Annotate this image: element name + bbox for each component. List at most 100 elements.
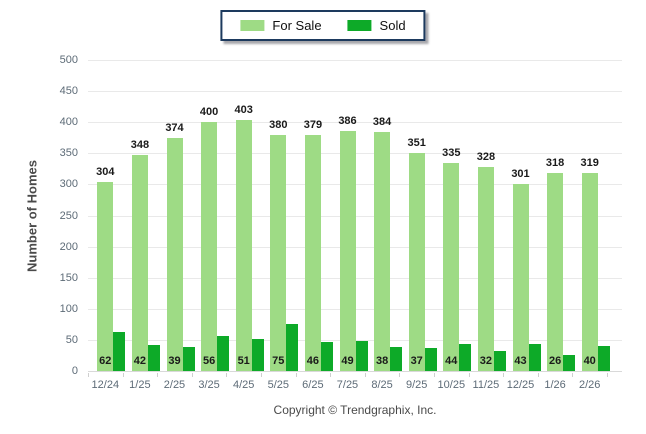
for-sale-bar <box>339 130 356 371</box>
sold-value-label: 43 <box>514 355 527 367</box>
x-axis-label: 4/25 <box>232 379 255 391</box>
for-sale-value-label: 379 <box>303 119 323 132</box>
sold-legend-swatch <box>347 20 372 31</box>
for-sale-bar <box>374 132 391 371</box>
sold-bar <box>286 324 299 371</box>
for-sale-value-label: 374 <box>165 122 184 135</box>
sold-bar <box>597 346 610 371</box>
sold-value-label: 51 <box>237 355 250 367</box>
sold-value-label: 46 <box>306 355 320 367</box>
x-axis-label: 1/25 <box>129 379 151 391</box>
x-axis-tick <box>503 373 505 377</box>
sold-bar <box>147 344 160 371</box>
y-axis-tick-label: 150 <box>59 271 78 284</box>
sold-value-label: 26 <box>548 355 562 367</box>
gridline <box>88 122 622 124</box>
x-axis-tick <box>261 373 262 377</box>
y-axis-tick-label: 350 <box>59 147 78 160</box>
sold-value-label: 75 <box>272 355 285 367</box>
for-sale-bar <box>97 181 114 371</box>
for-sale-bar <box>235 120 252 371</box>
for-sale-value-label: 403 <box>234 104 253 117</box>
x-axis-tick <box>434 373 435 377</box>
x-axis-label: 10/25 <box>437 379 466 391</box>
for-sale-bar <box>547 173 564 371</box>
y-axis-tick-label: 450 <box>59 85 78 98</box>
chart-legend: For Sale Sold <box>220 10 426 41</box>
x-axis-label: 9/25 <box>405 379 428 391</box>
for-sale-bar <box>304 135 321 371</box>
y-axis-tick-label: 0 <box>71 365 78 377</box>
for-sale-value-label: 348 <box>130 138 150 151</box>
sold-value-label: 44 <box>445 355 458 367</box>
for-sale-bar <box>443 162 460 371</box>
x-axis-tick <box>537 373 539 377</box>
x-axis-tick <box>330 373 332 377</box>
sold-value-label: 49 <box>341 355 354 367</box>
sold-value-label: 37 <box>410 355 423 367</box>
y-axis-tick-label: 500 <box>59 54 78 66</box>
for-sale-bar <box>408 152 425 371</box>
sold-bar <box>528 344 541 371</box>
for-sale-value-label: 380 <box>269 118 288 131</box>
gridline <box>88 91 622 93</box>
x-axis-label: 3/25 <box>198 379 220 391</box>
x-axis-tick <box>572 373 574 377</box>
sold-bar <box>217 336 230 371</box>
sold-bar <box>251 339 264 371</box>
y-axis-tick-label: 300 <box>59 178 78 191</box>
for-sale-value-label: 318 <box>545 157 565 170</box>
sold-bar <box>390 347 403 371</box>
x-axis-label: 2/25 <box>163 379 186 391</box>
sold-value-label: 62 <box>99 355 112 367</box>
sold-value-label: 32 <box>479 355 493 367</box>
for-sale-bar <box>201 122 218 371</box>
sold-bar <box>182 346 195 371</box>
y-axis-tick-label: 400 <box>59 116 78 129</box>
for-sale-bar <box>477 166 494 371</box>
for-sale-value-label: 386 <box>338 114 357 127</box>
legend-label: For Sale <box>272 18 322 33</box>
sold-bar <box>320 342 333 371</box>
x-axis-tick <box>364 373 366 377</box>
x-axis-tick <box>122 373 124 377</box>
x-axis-line <box>88 371 622 372</box>
sold-value-label: 39 <box>168 355 181 367</box>
x-axis-tick <box>88 373 89 377</box>
legend-item: For Sale <box>240 18 322 33</box>
gridline <box>88 60 622 61</box>
for-sale-value-label: 304 <box>96 165 115 178</box>
x-axis-tick <box>295 373 297 377</box>
for-sale-legend-swatch <box>240 20 265 31</box>
sold-value-label: 42 <box>133 355 147 367</box>
for-sale-value-label: 328 <box>476 150 496 163</box>
y-axis-tick-label: 200 <box>59 240 78 253</box>
sold-bar <box>355 340 368 371</box>
for-sale-value-label: 301 <box>511 167 530 180</box>
sold-value-label: 38 <box>375 355 389 367</box>
for-sale-bar <box>270 134 287 371</box>
x-axis-label: 8/25 <box>371 379 393 391</box>
for-sale-value-label: 319 <box>580 156 599 169</box>
legend-label: Sold <box>379 18 406 33</box>
x-axis-tick <box>226 373 228 377</box>
for-sale-bar <box>166 138 183 371</box>
for-sale-value-label: 400 <box>199 106 219 119</box>
x-axis-label: 2/26 <box>578 379 601 391</box>
x-axis-label: 1/26 <box>544 379 566 391</box>
for-sale-value-label: 335 <box>442 146 461 159</box>
x-axis-tick <box>607 373 608 377</box>
x-axis-label: 5/25 <box>267 379 289 391</box>
x-axis-label: 11/25 <box>472 379 500 391</box>
x-axis-label: 6/25 <box>302 379 324 391</box>
sold-bar <box>563 354 576 371</box>
x-axis-label: 7/25 <box>336 379 359 391</box>
sold-bar <box>113 332 126 371</box>
x-axis-tick <box>399 373 401 377</box>
legend-item: Sold <box>347 18 406 33</box>
x-axis-tick <box>157 373 159 377</box>
for-sale-value-label: 384 <box>372 116 392 129</box>
for-sale-bar <box>581 172 598 371</box>
x-axis-label: 12/24 <box>91 379 120 391</box>
